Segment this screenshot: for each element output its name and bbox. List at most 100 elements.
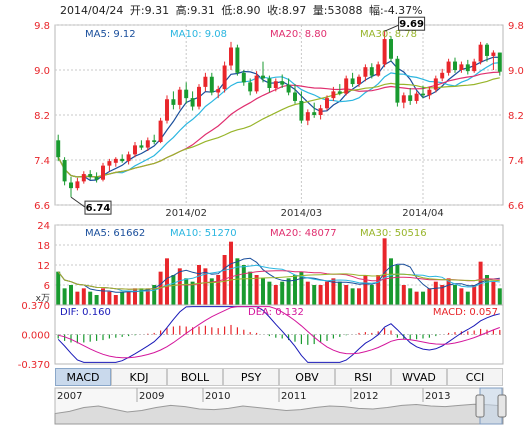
candle[interactable] — [318, 104, 323, 120]
candle[interactable] — [325, 95, 329, 111]
candle[interactable] — [299, 91, 304, 124]
candle[interactable] — [491, 50, 496, 70]
macd-tick: 0.370 — [21, 301, 50, 312]
candle[interactable] — [459, 61, 464, 73]
candle-body — [485, 44, 489, 56]
candle-body — [56, 140, 61, 158]
candle[interactable] — [222, 61, 227, 93]
candle[interactable] — [75, 178, 80, 191]
candle[interactable] — [190, 91, 195, 111]
candle[interactable] — [453, 57, 457, 73]
candle[interactable] — [56, 134, 61, 162]
candle[interactable] — [69, 176, 73, 198]
candle-body — [389, 39, 393, 59]
candle[interactable] — [440, 68, 445, 82]
candle[interactable] — [120, 154, 125, 163]
navigator-right-handle[interactable] — [497, 394, 507, 418]
candle[interactable] — [133, 142, 137, 158]
candle[interactable] — [497, 52, 502, 76]
candle[interactable] — [254, 71, 259, 94]
candle[interactable] — [267, 75, 272, 93]
candle[interactable] — [408, 88, 413, 105]
candle-body — [267, 78, 272, 88]
candle[interactable] — [126, 151, 131, 165]
candle[interactable] — [478, 41, 483, 65]
candle-body — [331, 91, 336, 99]
candle[interactable] — [401, 92, 406, 109]
candle[interactable] — [94, 172, 99, 183]
volume-bar — [331, 278, 336, 305]
candle[interactable] — [184, 82, 189, 104]
indicator-tab-obv[interactable]: OBV — [279, 368, 335, 386]
candle[interactable] — [421, 85, 425, 99]
candle[interactable] — [197, 84, 201, 110]
indicator-tab-cci[interactable]: CCI — [447, 368, 503, 386]
volume-bar — [453, 285, 457, 305]
ma10-line — [57, 62, 500, 178]
candle[interactable] — [261, 61, 265, 83]
candle[interactable] — [337, 84, 342, 96]
candle-body — [113, 158, 118, 163]
candle[interactable] — [81, 171, 86, 184]
candle[interactable] — [107, 158, 112, 172]
candle-body — [222, 65, 227, 90]
candle-body — [203, 76, 208, 87]
candle[interactable] — [312, 102, 317, 118]
candle[interactable] — [165, 95, 169, 124]
candle-body — [171, 99, 176, 105]
volume-bar — [107, 291, 112, 305]
candle[interactable] — [331, 86, 336, 101]
candle[interactable] — [389, 36, 393, 62]
candle[interactable] — [363, 64, 368, 82]
candle[interactable] — [293, 84, 297, 104]
candle[interactable] — [209, 72, 214, 96]
candle[interactable] — [171, 91, 176, 110]
candle[interactable] — [113, 157, 118, 167]
indicator-tab-boll[interactable]: BOLL — [167, 368, 223, 386]
candle[interactable] — [235, 44, 240, 76]
indicator-tab-kdj[interactable]: KDJ — [111, 368, 167, 386]
candle[interactable] — [472, 58, 477, 73]
indicator-tab-macd[interactable]: MACD — [55, 368, 111, 386]
candle[interactable] — [145, 137, 150, 152]
candle[interactable] — [376, 61, 381, 77]
candle-body — [363, 67, 368, 77]
candle[interactable] — [248, 78, 253, 96]
volume-bar — [491, 281, 496, 305]
candle[interactable] — [350, 72, 355, 87]
candle[interactable] — [139, 140, 144, 150]
candle-body — [209, 76, 214, 93]
volume-bar — [261, 278, 265, 305]
candle[interactable] — [177, 86, 182, 110]
candle[interactable] — [203, 72, 208, 92]
candle[interactable] — [229, 41, 233, 70]
candle[interactable] — [446, 58, 451, 76]
indicator-tab-wvad[interactable]: WVAD — [391, 368, 447, 386]
candle[interactable] — [216, 85, 221, 99]
candle[interactable] — [101, 162, 105, 182]
candle[interactable] — [433, 75, 438, 93]
volume-bar — [325, 281, 329, 305]
candle[interactable] — [241, 70, 246, 86]
candle[interactable] — [382, 31, 387, 68]
candle[interactable] — [465, 59, 470, 75]
candle[interactable] — [305, 109, 310, 126]
candle[interactable] — [152, 134, 157, 145]
candle[interactable] — [286, 78, 291, 96]
indicator-tab-psy[interactable]: PSY — [223, 368, 279, 386]
candle[interactable] — [414, 91, 419, 104]
navigator-left-handle[interactable] — [475, 394, 485, 418]
candle[interactable] — [62, 157, 67, 186]
candle[interactable] — [369, 63, 374, 79]
candle[interactable] — [357, 74, 361, 87]
candle[interactable] — [273, 78, 278, 92]
candle[interactable] — [485, 43, 489, 62]
candle[interactable] — [88, 170, 93, 180]
candle[interactable] — [427, 86, 432, 100]
candle[interactable] — [280, 74, 285, 89]
volume-bar — [254, 275, 259, 305]
candle[interactable] — [395, 55, 400, 107]
candle[interactable] — [158, 117, 163, 144]
indicator-tab-rsi[interactable]: RSI — [335, 368, 391, 386]
candle[interactable] — [344, 75, 349, 96]
